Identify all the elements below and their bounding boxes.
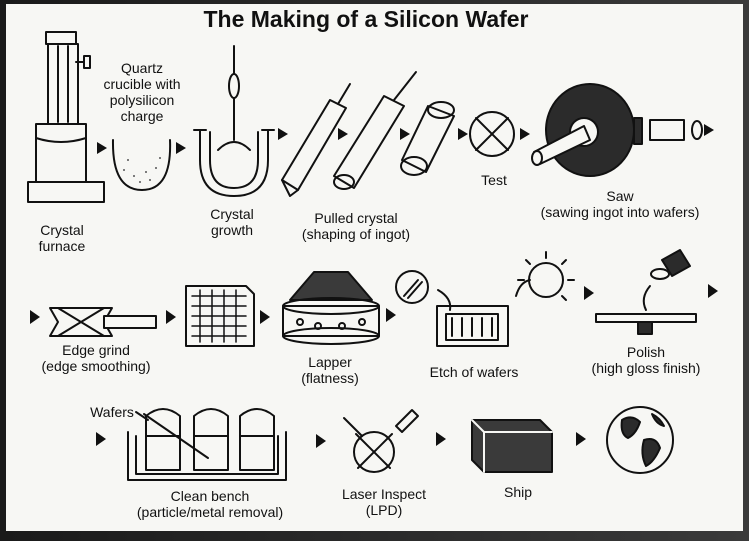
arrow-9: [30, 310, 40, 324]
crystal-growth-illustration: [193, 45, 275, 197]
arrow-15: [96, 432, 106, 446]
label-saw: Saw (sawing ingot into wafers): [540, 188, 700, 220]
lapper-illustration: [282, 271, 380, 345]
arrow-7: [520, 128, 530, 140]
wafer-slice-illustration: [649, 119, 703, 141]
cut-ingot-illustration: [400, 101, 455, 176]
label-lapper: Lapper (flatness): [301, 354, 359, 386]
saw-illustration: [531, 83, 643, 177]
arrow-13: [584, 286, 594, 300]
sun-illustration: [517, 251, 575, 301]
arrow-11: [260, 310, 270, 324]
label-clean-bench: Clean bench (particle/metal removal): [136, 488, 284, 520]
label-wafers: Wafers: [90, 404, 134, 420]
flow-arrows: [30, 124, 718, 448]
arrow-2: [176, 142, 186, 154]
arrow-16: [316, 434, 326, 448]
arrow-10: [166, 310, 176, 324]
label-quartz-crucible: Quartz crucible with polysilicon charge: [103, 60, 181, 124]
arrow-5: [400, 128, 410, 140]
arrow-6: [458, 128, 468, 140]
arrow-1: [97, 142, 107, 154]
label-laser-inspect: Laser Inspect (LPD): [341, 486, 427, 518]
arrow-18: [576, 432, 586, 446]
pulled-crystal-illustration: [281, 71, 417, 197]
ship-box-illustration: [471, 419, 553, 473]
label-polish: Polish (high gloss finish): [591, 344, 701, 376]
label-pulled-crystal: Pulled crystal (shaping of ingot): [301, 210, 411, 242]
wafer-stack-illustration: [185, 285, 255, 347]
arrow-12: [386, 308, 396, 322]
arrow-4: [338, 128, 348, 140]
label-crystal-growth: Crystal growth: [210, 206, 254, 238]
arrow-8: [704, 124, 714, 136]
arrow-17: [436, 432, 446, 446]
label-etch: Etch of wafers: [429, 364, 519, 380]
label-edge-grind: Edge grind (edge smoothing): [41, 342, 151, 374]
laser-inspect-illustration: [343, 409, 419, 473]
polish-illustration: [595, 249, 697, 335]
diagram-title: The Making of a Silicon Wafer: [203, 6, 529, 32]
crystal-furnace-illustration: [27, 31, 105, 203]
globe-illustration: [606, 406, 674, 474]
arrow-3: [278, 128, 288, 140]
label-crystal-furnace: Crystal furnace: [38, 222, 86, 254]
label-test: Test: [481, 172, 507, 188]
etch-illustration: [395, 270, 531, 347]
label-ship: Ship: [503, 484, 533, 500]
test-wafer-illustration: [469, 111, 515, 157]
edge-grind-illustration: [49, 307, 157, 337]
arrow-14: [708, 284, 718, 298]
quartz-crucible-illustration: [111, 139, 172, 191]
clean-bench-illustration: [127, 408, 287, 481]
